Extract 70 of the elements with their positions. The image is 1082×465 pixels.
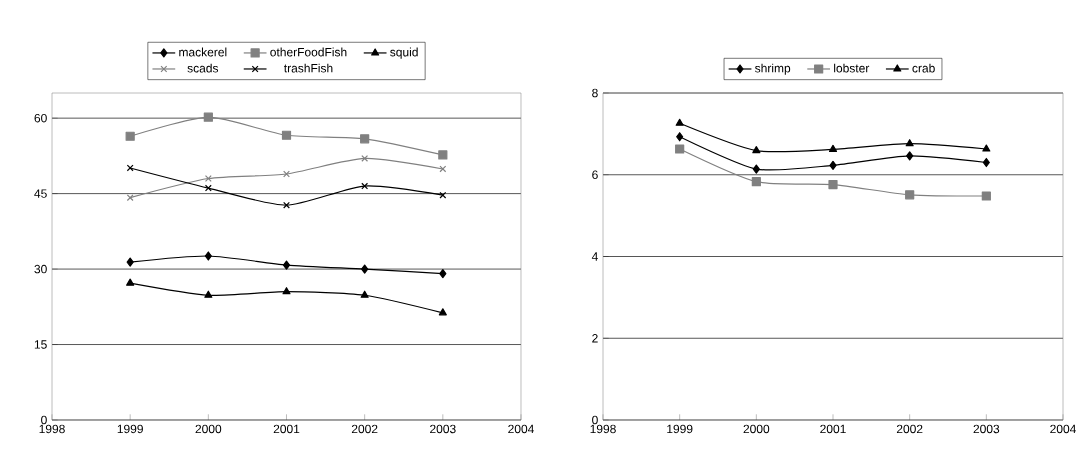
y-tick-label: 60 bbox=[34, 113, 47, 123]
y-tick-label: 8 bbox=[592, 88, 598, 98]
x-tick-label: 2003 bbox=[430, 424, 456, 434]
y-tick-label: 15 bbox=[34, 340, 47, 349]
point bbox=[282, 287, 291, 295]
legend-label: crab bbox=[912, 63, 935, 73]
legend-label: squid bbox=[390, 47, 418, 59]
point bbox=[126, 164, 134, 172]
y-tick-label: 45 bbox=[34, 189, 47, 198]
point bbox=[905, 190, 915, 200]
point bbox=[204, 251, 212, 261]
legend-label: mackerel bbox=[179, 47, 227, 57]
x-tick-label: 2000 bbox=[743, 424, 770, 434]
x-tick-label: 2002 bbox=[351, 424, 378, 434]
legend-label: lobster bbox=[834, 63, 870, 73]
point bbox=[752, 146, 761, 154]
legend-label: scads bbox=[187, 63, 219, 73]
point bbox=[751, 177, 761, 187]
point bbox=[829, 160, 837, 170]
x-tick-label: 2004 bbox=[1050, 424, 1076, 434]
legend-label: trashFish bbox=[283, 63, 333, 73]
point bbox=[982, 157, 990, 168]
point bbox=[204, 290, 213, 298]
x-tick-label: 2004 bbox=[508, 424, 534, 434]
point bbox=[361, 264, 369, 274]
point bbox=[439, 269, 447, 279]
x-tick-label: 1998 bbox=[590, 424, 616, 434]
point bbox=[981, 191, 991, 201]
point bbox=[126, 278, 135, 286]
x-tick-label: 2003 bbox=[973, 424, 1000, 434]
point bbox=[438, 150, 448, 160]
point bbox=[439, 165, 447, 173]
point bbox=[360, 290, 369, 298]
legend-label: otherFoodFish bbox=[270, 47, 347, 57]
x-tick-label: 2001 bbox=[820, 424, 846, 434]
y-tick-label: 0 bbox=[592, 415, 598, 425]
point bbox=[438, 308, 447, 316]
point bbox=[283, 201, 290, 209]
point bbox=[204, 175, 212, 182]
x-tick-label: 1999 bbox=[117, 424, 143, 434]
point bbox=[752, 164, 760, 174]
point bbox=[360, 134, 370, 144]
y-tick-label: 6 bbox=[592, 170, 598, 180]
point bbox=[828, 144, 838, 153]
y-tick-label: 30 bbox=[34, 264, 47, 274]
point bbox=[675, 144, 685, 154]
x-tick-label: 2002 bbox=[896, 424, 923, 434]
y-tick-label: 0 bbox=[41, 415, 47, 425]
point bbox=[675, 118, 684, 126]
x-tick-label: 2000 bbox=[195, 424, 222, 434]
point bbox=[361, 182, 369, 190]
point bbox=[203, 112, 213, 122]
point bbox=[906, 151, 914, 161]
x-tick-label: 2001 bbox=[273, 424, 300, 434]
point bbox=[676, 132, 684, 142]
point bbox=[281, 130, 292, 140]
point bbox=[125, 131, 135, 141]
legend-label: shrimp bbox=[755, 63, 791, 75]
point bbox=[282, 260, 291, 270]
point bbox=[828, 179, 838, 190]
y-tick-label: 2 bbox=[592, 334, 598, 343]
point bbox=[126, 194, 134, 202]
point bbox=[204, 184, 212, 192]
point bbox=[982, 144, 991, 152]
x-tick-label: 1998 bbox=[39, 424, 65, 434]
x-tick-label: 1999 bbox=[667, 424, 693, 434]
point bbox=[283, 170, 290, 178]
point bbox=[905, 139, 914, 147]
y-tick-label: 4 bbox=[591, 252, 598, 261]
point bbox=[126, 257, 134, 267]
